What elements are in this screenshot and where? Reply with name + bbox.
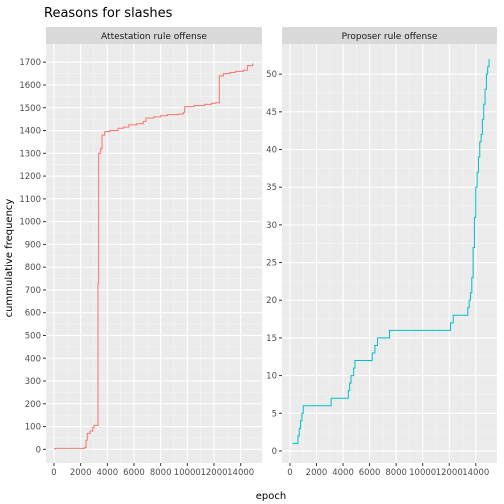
y-tick-label: 400 — [25, 354, 41, 364]
x-tick-label: 10000 — [409, 468, 436, 478]
y-tick-label: 1600 — [19, 81, 41, 91]
y-tick-label: 50 — [266, 70, 277, 80]
x-tick-label: 10000 — [174, 468, 201, 478]
plot-panel — [46, 44, 262, 463]
y-tick-label: 40 — [266, 146, 277, 156]
y-tick-label: 700 — [25, 286, 41, 296]
plot-panel — [282, 44, 497, 463]
x-tick-label: 0 — [51, 468, 56, 478]
y-tick-label: 15 — [266, 334, 277, 344]
y-tick-label: 600 — [25, 309, 41, 319]
y-tick-label: 1700 — [19, 58, 41, 68]
x-tick-label: 0 — [287, 468, 292, 478]
y-tick-label: 1300 — [19, 149, 41, 159]
y-tick-label: 0 — [36, 445, 41, 455]
y-tick-label: 25 — [266, 259, 277, 269]
y-tick-label: 45 — [266, 108, 277, 118]
x-tick-label: 14000 — [227, 468, 254, 478]
x-axis-label: epoch — [256, 491, 286, 502]
y-tick-label: 500 — [25, 331, 41, 341]
chart-title: Reasons for slashes — [44, 6, 173, 21]
y-tick-label: 300 — [25, 377, 41, 387]
x-tick-label: 14000 — [462, 468, 489, 478]
y-tick-label: 35 — [266, 183, 277, 193]
x-tick-label: 6000 — [123, 468, 145, 478]
x-tick-label: 12000 — [200, 468, 227, 478]
x-tick-label: 4000 — [332, 468, 354, 478]
x-tick-label: 8000 — [150, 468, 172, 478]
facet-strip-label: Attestation rule offense — [101, 32, 207, 42]
y-tick-label: 200 — [25, 400, 41, 410]
y-tick-label: 1500 — [19, 104, 41, 114]
y-tick-label: 0 — [272, 447, 277, 457]
facet-strip-label: Proposer rule offense — [342, 32, 438, 42]
y-tick-label: 20 — [266, 296, 277, 306]
y-tick-label: 1200 — [19, 172, 41, 182]
x-tick-label: 2000 — [70, 468, 92, 478]
y-tick-label: 10 — [266, 372, 277, 382]
y-tick-label: 100 — [25, 423, 41, 433]
y-tick-label: 1000 — [19, 218, 41, 228]
y-tick-label: 1400 — [19, 127, 41, 137]
y-tick-label: 1100 — [19, 195, 41, 205]
y-tick-label: 800 — [25, 263, 41, 273]
x-tick-label: 6000 — [359, 468, 381, 478]
y-axis-label: cummulative frequency — [4, 199, 15, 318]
x-tick-label: 12000 — [436, 468, 463, 478]
x-tick-label: 8000 — [385, 468, 407, 478]
x-tick-label: 4000 — [97, 468, 119, 478]
y-tick-label: 30 — [266, 221, 277, 231]
x-tick-label: 2000 — [306, 468, 328, 478]
y-tick-label: 900 — [25, 240, 41, 250]
y-tick-label: 5 — [272, 409, 277, 419]
